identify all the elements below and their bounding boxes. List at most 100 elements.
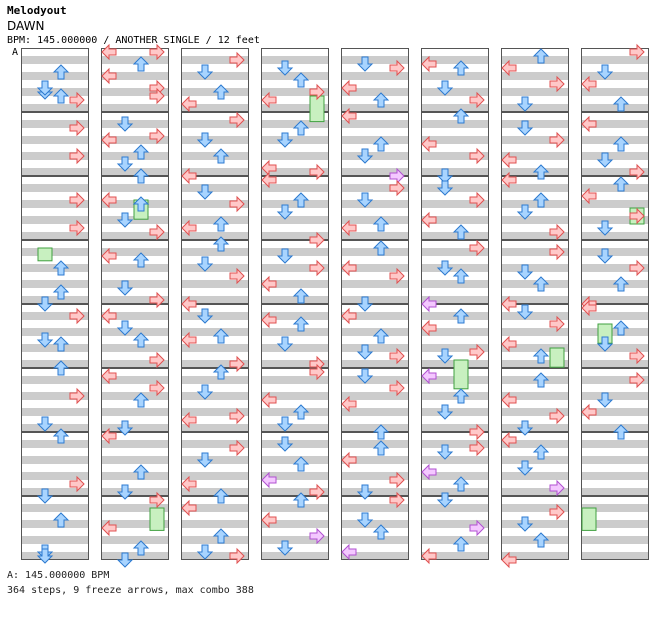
measure-border [261,176,329,240]
beat-stripe [581,552,649,560]
beat-stripe [421,216,489,224]
beat-stripe [101,488,169,496]
beat-stripe [501,200,569,208]
beat-stripe [21,120,89,128]
beat-stripe [341,168,409,176]
beat-stripe [181,552,249,560]
beat-stripe [341,456,409,464]
beat-stripe [181,232,249,240]
beat-stripe [581,344,649,352]
beat-stripe [101,264,169,272]
beat-stripe [421,344,489,352]
beat-stripe [261,152,329,160]
measure-border [501,432,569,496]
beat-stripe [181,504,249,512]
beat-stripe [421,136,489,144]
beat-stripe [421,184,489,192]
beat-stripe [181,360,249,368]
beat-stripe [341,184,409,192]
beat-stripe [21,360,89,368]
beat-stripe [21,312,89,320]
beat-stripe [421,296,489,304]
beat-stripe [261,120,329,128]
beat-stripe [101,392,169,400]
beat-stripe [501,88,569,96]
measure-border [261,432,329,496]
measure-border [501,304,569,368]
beat-stripe [21,472,89,480]
beat-stripe [101,376,169,384]
beat-stripe [21,440,89,448]
freeze-arrow [581,507,597,531]
beat-stripe [581,248,649,256]
beat-stripe [501,424,569,432]
beat-stripe [101,440,169,448]
beat-stripe [341,72,409,80]
beat-stripe [421,104,489,112]
beat-stripe [421,408,489,416]
beat-stripe [181,280,249,288]
measure-border [21,176,89,240]
beat-stripe [501,232,569,240]
measure-border [581,176,649,240]
measure-border [581,48,649,112]
measure-border [21,240,89,304]
beat-stripe [21,408,89,416]
beat-stripe [101,472,169,480]
beat-stripe [341,552,409,560]
beat-stripe [261,392,329,400]
measure-border [181,48,249,112]
beat-stripe [421,72,489,80]
measure-border [501,48,569,112]
beat-stripe [581,504,649,512]
measure-border [21,432,89,496]
measure-border [261,112,329,176]
beat-stripe [501,344,569,352]
measure-border [101,432,169,496]
beat-stripe [341,440,409,448]
beat-stripe [21,72,89,80]
beat-stripe [421,200,489,208]
beat-stripe [421,232,489,240]
beat-stripe [501,312,569,320]
beat-stripe [101,136,169,144]
beat-stripe [581,168,649,176]
beat-stripe [101,328,169,336]
beat-stripe [501,328,569,336]
beat-stripe [341,536,409,544]
beat-stripe [261,56,329,64]
measure-border [341,48,409,112]
beat-stripe [501,56,569,64]
beat-stripe [421,264,489,272]
beat-stripe [21,296,89,304]
beat-stripe [261,312,329,320]
beat-stripe [261,168,329,176]
beat-stripe [501,552,569,560]
beat-stripe [261,88,329,96]
beat-stripe [581,296,649,304]
beat-stripe [421,440,489,448]
beat-stripe [181,456,249,464]
measure-border [421,432,489,496]
beat-stripe [261,520,329,528]
beat-stripe [181,120,249,128]
beat-stripe [581,408,649,416]
beat-stripe [581,456,649,464]
section-letter: A [12,47,19,58]
beat-stripe [261,232,329,240]
beat-stripe [581,104,649,112]
beat-stripe [21,232,89,240]
beat-stripe [341,296,409,304]
beat-stripe [421,248,489,256]
freeze-arrow [453,359,469,390]
measure-border [581,304,649,368]
beat-stripe [101,312,169,320]
beat-stripe [501,296,569,304]
beat-stripe [421,488,489,496]
beat-stripe [101,360,169,368]
beat-stripe [181,136,249,144]
beat-stripe [101,344,169,352]
beat-stripe [21,88,89,96]
beat-stripe [181,328,249,336]
beat-stripe [421,456,489,464]
